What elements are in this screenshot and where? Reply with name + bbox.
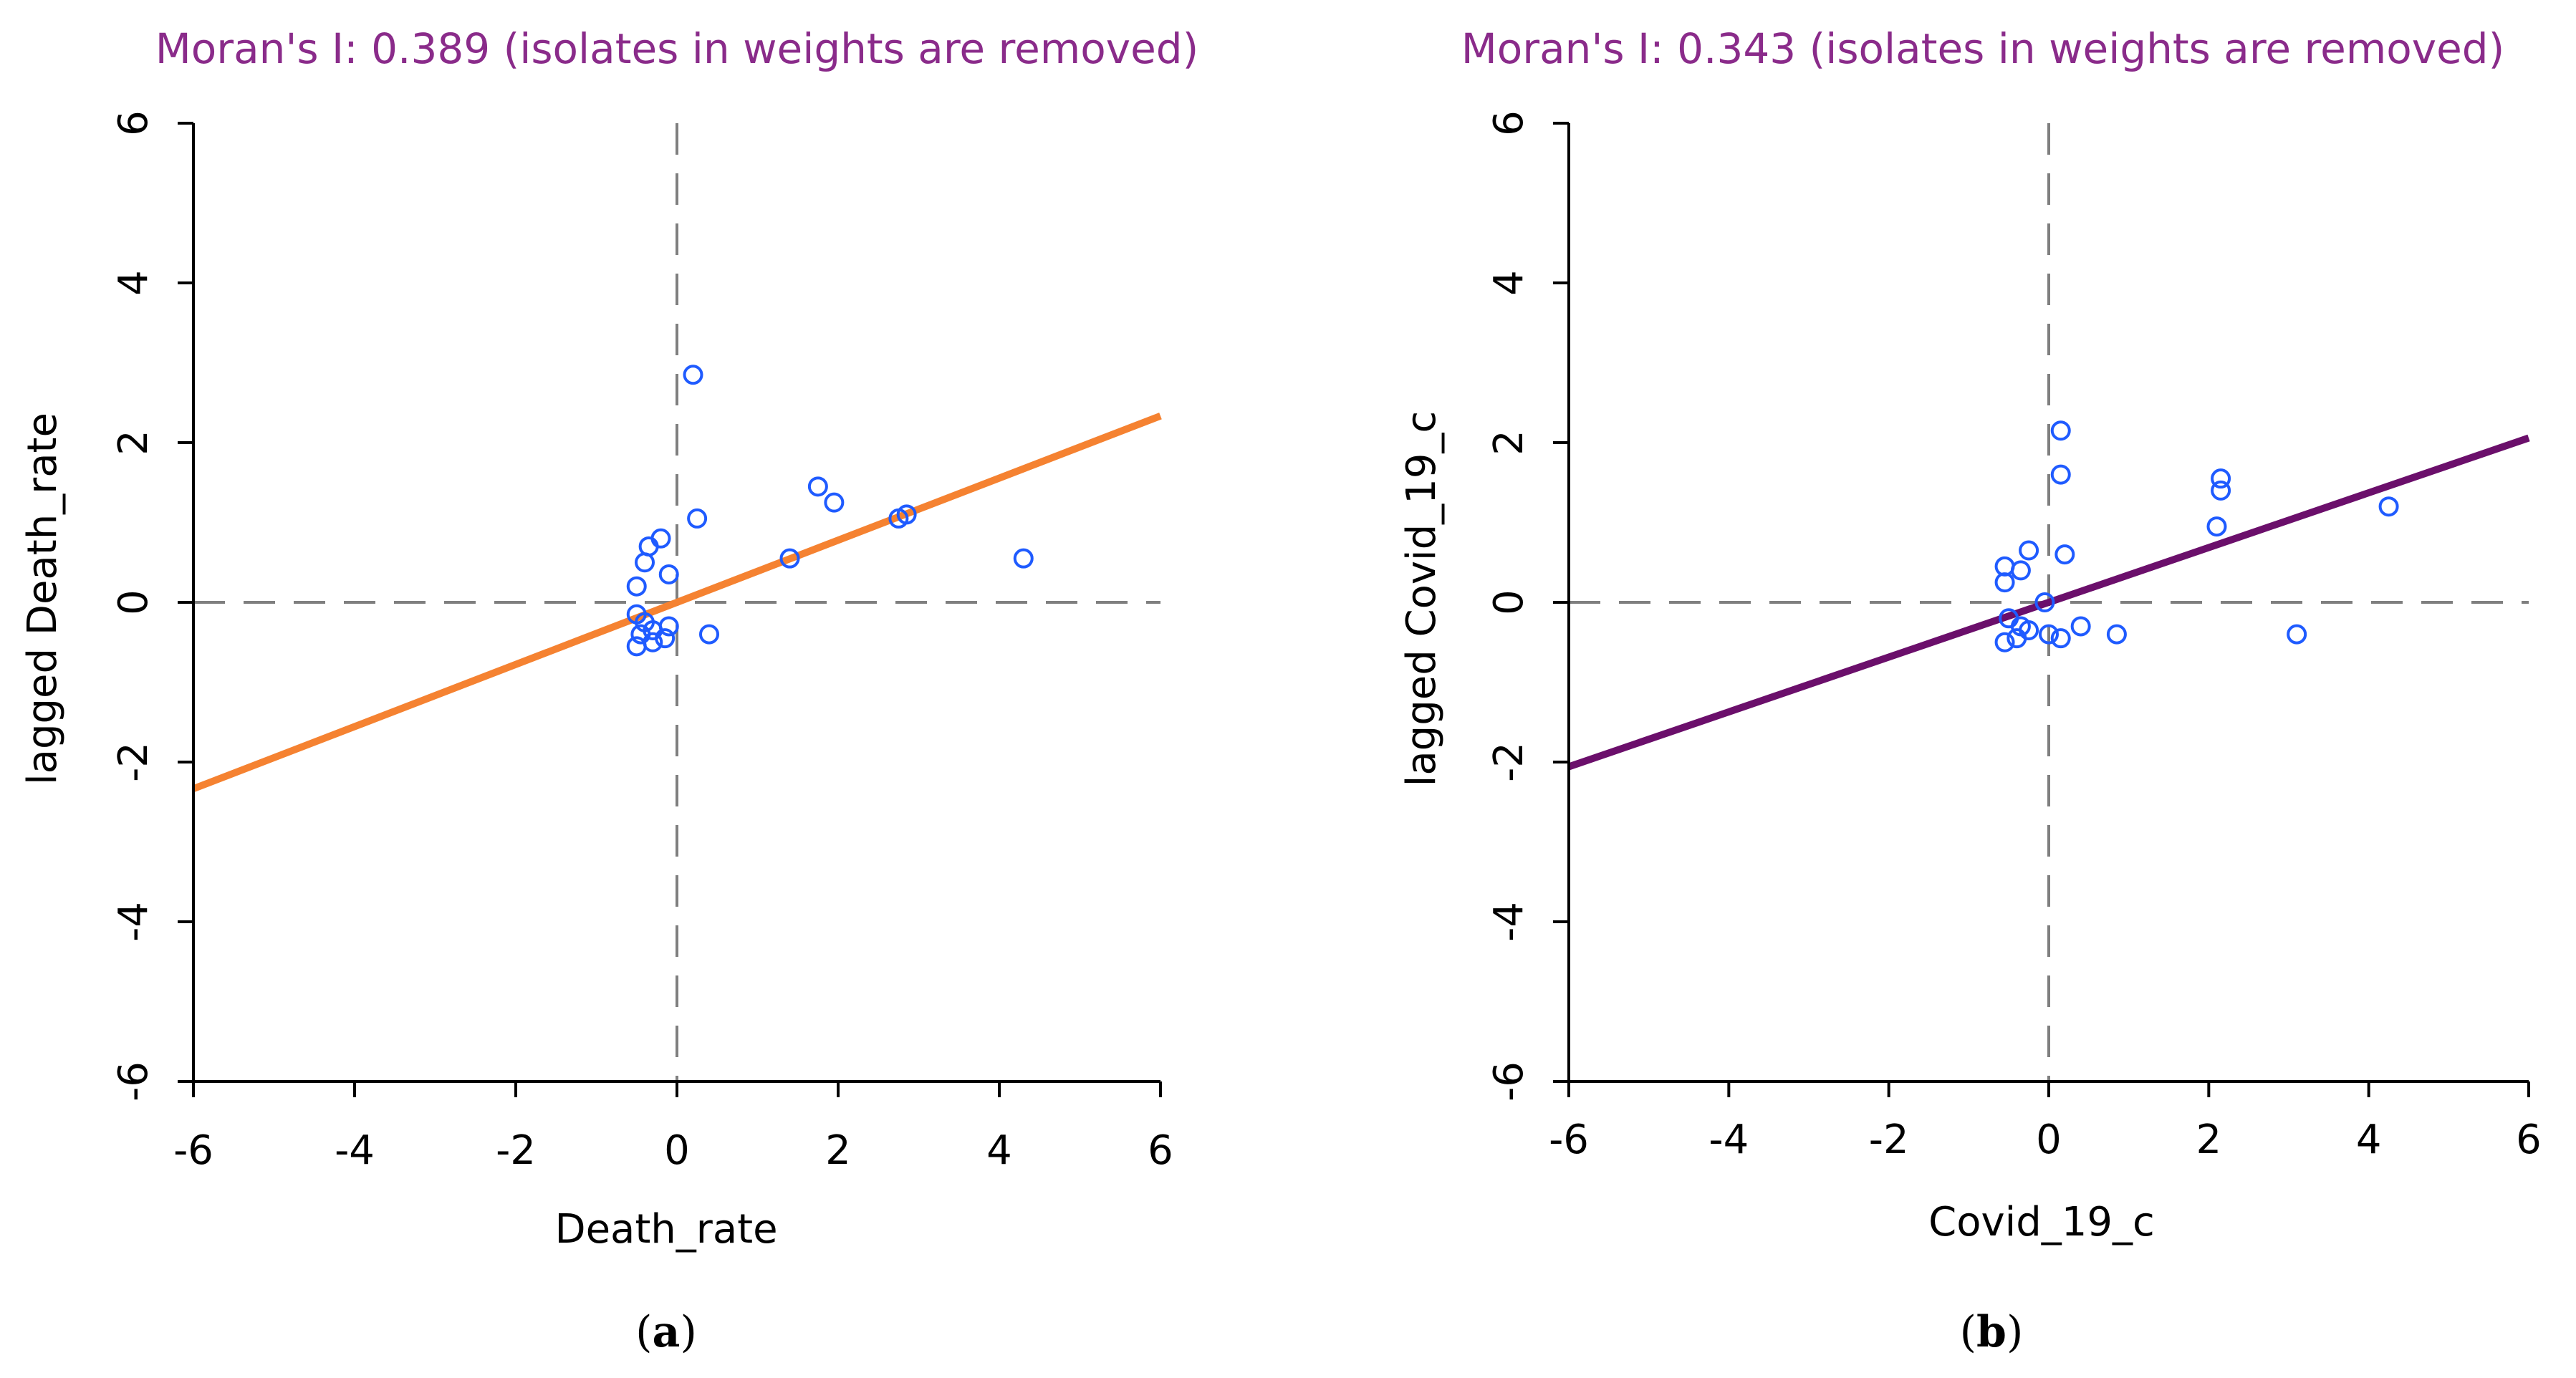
panel-b-x-tick-label: 4 (2356, 1117, 2382, 1163)
panel-a-point-17 (655, 628, 676, 649)
panel-a-x-tick-label: -2 (496, 1127, 536, 1174)
panel-a-points (626, 365, 1034, 657)
panel-b-title: Moran's I: 0.343 (isolates in weights ar… (1461, 24, 2504, 73)
panel-b-y-tick-label: 4 (1486, 270, 1532, 296)
panel-a-x-tick-label: 4 (986, 1127, 1012, 1174)
panel-a-y-tick-label: 4 (110, 270, 157, 296)
panel-a-y-tick-label: -6 (110, 1061, 157, 1102)
panel-a-point-2 (824, 492, 845, 513)
panel-a-point-4 (896, 504, 917, 525)
panel-b-point-18 (1994, 632, 2015, 652)
panel-b-x-label: Covid_19_c (1928, 1199, 2155, 1246)
panel-a-caption-letter: a (653, 1307, 681, 1357)
panel-a-point-1 (807, 476, 828, 497)
panel-b-caption: (b) (1960, 1307, 2024, 1357)
panel-a-y-tick-label: 0 (110, 589, 157, 615)
panel-b-x-tick-label: 6 (2516, 1117, 2542, 1163)
panel-a-y-tick-label: -4 (110, 902, 157, 942)
panel-b-x-tick-label: -6 (1549, 1117, 1589, 1163)
panel-b-point-19 (2007, 628, 2027, 649)
panel-a-point-20 (643, 632, 663, 652)
panel-a-point-0 (683, 365, 703, 385)
panel-b-point-20 (2106, 624, 2127, 645)
panel-a-axes (178, 122, 1162, 1097)
panel-a-tick-labels: -6 -4 -2 0 2 4 6 -6 -4 -2 0 2 4 6 (110, 110, 1173, 1174)
panel-a-point-11 (658, 564, 679, 584)
panel-a-y-label: lagged Death_rate (19, 413, 66, 785)
panel-a-y-tick-label: 2 (110, 430, 157, 456)
panel-b-point-1 (2050, 464, 2071, 485)
panel-b-x-tick-label: -2 (1869, 1117, 1909, 1163)
panel-a: Moran's I: 0.389 (isolates in weights ar… (19, 24, 1198, 1357)
panel-b-y-tick-label: 0 (1486, 589, 1532, 615)
panel-a-point-12 (626, 576, 647, 597)
panel-a-point-6 (779, 548, 800, 569)
panel-a-x-tick-label: 2 (825, 1127, 851, 1174)
panel-a-regression-line (192, 413, 1162, 792)
panel-b-point-3 (2211, 480, 2231, 501)
panel-b-caption-letter: b (1976, 1307, 2007, 1357)
panel-a-x-tick-label: -4 (335, 1127, 375, 1174)
panel-b-point-11 (2034, 592, 2055, 612)
panel-a-title: Moran's I: 0.389 (isolates in weights ar… (155, 24, 1198, 73)
panel-b-point-9 (2010, 560, 2031, 581)
panel-b-y-label: lagged Covid_19_c (1398, 411, 1445, 786)
panel-b-y-tick-label: -2 (1486, 742, 1532, 782)
panel-b-x-tick-label: -4 (1708, 1117, 1749, 1163)
panel-b-x-tick-label: 0 (2036, 1117, 2062, 1163)
panel-b-point-17 (2070, 616, 2091, 637)
panel-a-point-7 (687, 508, 708, 529)
panel-a-point-10 (635, 552, 655, 573)
panel-b-point-15 (2039, 624, 2059, 645)
panel-b-y-tick-label: 6 (1486, 110, 1532, 136)
panel-b-point-16 (2050, 628, 2071, 649)
panel-a-point-21 (699, 624, 719, 645)
panel-a-x-tick-label: 0 (664, 1127, 690, 1174)
panel-a-fit (192, 413, 1162, 792)
panel-b-point-5 (2378, 496, 2399, 517)
panel-a-point-16 (658, 616, 679, 637)
panel-b-y-tick-label: -4 (1486, 902, 1532, 942)
panel-b-point-21 (2287, 624, 2307, 645)
panel-b-point-10 (1994, 572, 2015, 593)
panel-b-points (1994, 420, 2399, 652)
panel-b-point-2 (2211, 468, 2231, 489)
panel-b-y-tick-label: 2 (1486, 430, 1532, 456)
panel-a-x-tick-label: 6 (1148, 1127, 1173, 1174)
panel-a-x-tick-label: -6 (173, 1127, 213, 1174)
panel-b-point-4 (2206, 516, 2227, 537)
panel-a-caption: (a) (635, 1307, 697, 1357)
panel-b-point-0 (2050, 420, 2071, 441)
panel-b-point-6 (2054, 544, 2075, 565)
panel-b-axes (1553, 122, 2530, 1097)
panel-b-y-tick-label: -6 (1486, 1061, 1532, 1102)
panel-b-regression-line (1567, 434, 2530, 771)
panel-b-x-tick-label: 2 (2196, 1117, 2222, 1163)
panel-b-tick-labels: -6 -4 -2 0 2 4 6 -6 -4 -2 0 2 4 6 (1486, 110, 2542, 1163)
panel-a-y-tick-label: -2 (110, 742, 157, 782)
panel-a-y-tick-label: 6 (110, 110, 157, 136)
panel-b: Moran's I: 0.343 (isolates in weights ar… (1398, 24, 2542, 1357)
panel-a-point-9 (638, 536, 659, 556)
panel-a-point-8 (650, 528, 671, 549)
panel-b-point-7 (2019, 540, 2039, 561)
panel-a-x-label: Death_rate (554, 1206, 777, 1253)
panel-a-point-5 (1013, 548, 1034, 569)
panel-b-fit (1567, 434, 2530, 771)
